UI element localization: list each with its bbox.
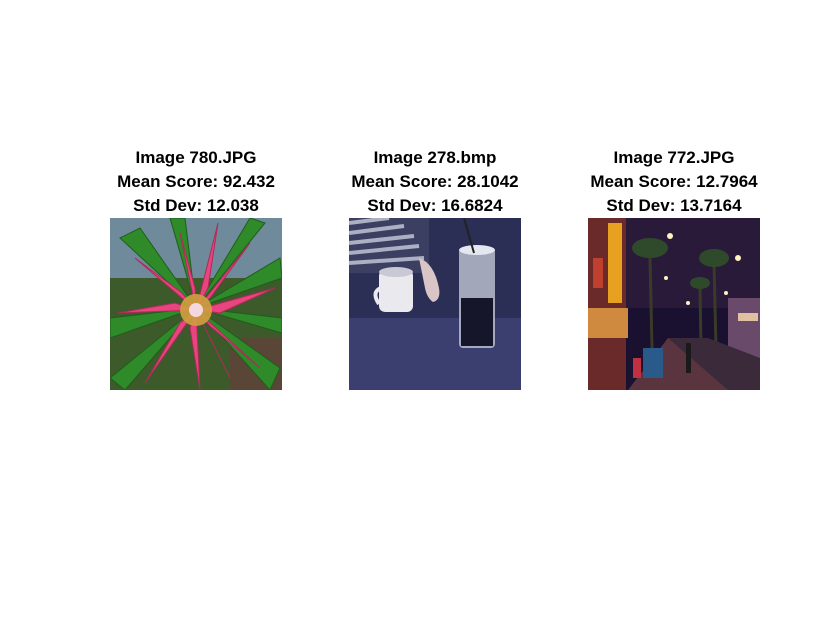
- flower-image: [110, 218, 282, 390]
- night-street-image: [588, 218, 760, 390]
- mean-score: Mean Score: 12.7964: [590, 172, 758, 191]
- cafe-image: [349, 218, 521, 390]
- panel-title: Image 772.JPG: [613, 148, 735, 167]
- std-dev: Std Dev: 16.6824: [367, 196, 503, 215]
- panel-title: Image 780.JPG: [135, 148, 257, 167]
- mean-score: Mean Score: 28.1042: [351, 172, 519, 191]
- image-panel-278: Image 278.bmp Mean Score: 28.1042 Std De…: [315, 146, 555, 390]
- std-dev: Std Dev: 13.7164: [606, 196, 742, 215]
- image-panel-772: Image 772.JPG Mean Score: 12.7964 Std De…: [554, 146, 794, 390]
- std-dev: Std Dev: 12.038: [133, 196, 259, 215]
- mean-score: Mean Score: 92.432: [117, 172, 275, 191]
- panel-title: Image 278.bmp: [373, 148, 497, 167]
- image-panel-780: Image 780.JPG Mean Score: 92.432 Std Dev…: [76, 146, 316, 390]
